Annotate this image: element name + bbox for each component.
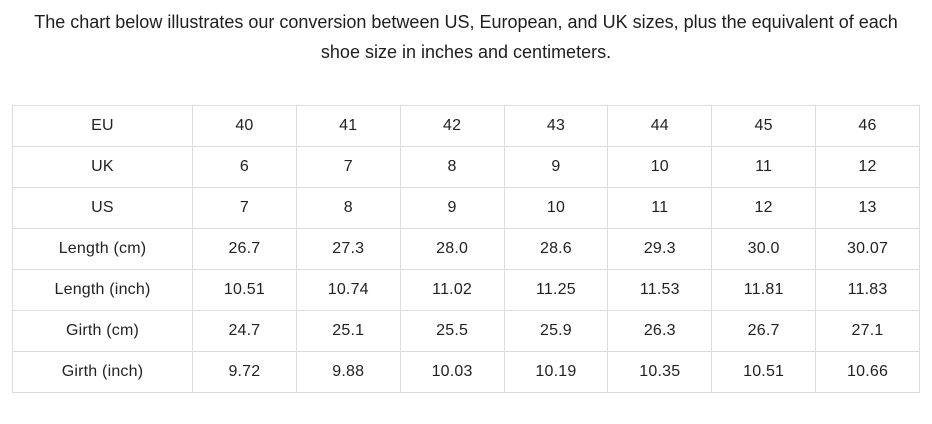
value-cell: 27.1	[815, 310, 920, 352]
value-cell: 13	[815, 187, 920, 229]
value-cell: 12	[711, 187, 817, 229]
value-cell: 10.51	[192, 269, 297, 311]
value-cell: 10.35	[607, 351, 713, 393]
value-cell: 28.0	[399, 228, 505, 270]
value-cell: 12	[815, 146, 920, 188]
value-cell: 10	[607, 146, 713, 188]
table-container: EU 40 41 42 43 44 45 46 UK 6 7 8 9 10 11 12 US 7 8 9 10 11 12 1…	[12, 105, 920, 393]
value-cell: 11.83	[815, 269, 920, 311]
value-cell: 24.7	[192, 310, 297, 352]
value-cell: 26.3	[607, 310, 713, 352]
table-row: Girth (cm) 24.7 25.1 25.5 25.9 26.3 26.7 27.1	[12, 310, 920, 352]
table-row: Length (cm) 26.7 27.3 28.0 28.6 29.3 30.0 30.07	[12, 228, 920, 270]
value-cell: 10.66	[815, 351, 920, 393]
size-table-body: EU 40 41 42 43 44 45 46 UK 6 7 8 9 10 11 12 US 7 8 9 10 11 12 1…	[12, 105, 920, 393]
value-cell: 8	[295, 187, 401, 229]
row-label-cell: UK	[12, 146, 193, 188]
value-cell: 10	[503, 187, 609, 229]
value-cell: 10.74	[295, 269, 401, 311]
row-label-cell: EU	[12, 105, 193, 147]
value-cell: 7	[192, 187, 297, 229]
row-label-cell: Length (inch)	[12, 269, 193, 311]
value-cell: 8	[399, 146, 505, 188]
value-cell: 30.07	[815, 228, 920, 270]
table-row: UK 6 7 8 9 10 11 12	[12, 146, 920, 188]
row-label-cell: Girth (cm)	[12, 310, 193, 352]
value-cell: 40	[192, 105, 297, 147]
value-cell: 26.7	[711, 310, 817, 352]
table-row: Girth (inch) 9.72 9.88 10.03 10.19 10.35 10.51…	[12, 351, 920, 393]
intro-text: The chart below illustrates our conversi…	[34, 12, 898, 62]
table-row: EU 40 41 42 43 44 45 46	[12, 105, 920, 147]
value-cell: 6	[192, 146, 297, 188]
value-cell: 9	[503, 146, 609, 188]
value-cell: 11.53	[607, 269, 713, 311]
value-cell: 11	[711, 146, 817, 188]
value-cell: 11.25	[503, 269, 609, 311]
table-row: Length (inch) 10.51 10.74 11.02 11.25 11.53 11…	[12, 269, 920, 311]
value-cell: 41	[295, 105, 401, 147]
value-cell: 46	[815, 105, 920, 147]
value-cell: 10.19	[503, 351, 609, 393]
value-cell: 25.5	[399, 310, 505, 352]
value-cell: 10.03	[399, 351, 505, 393]
value-cell: 7	[295, 146, 401, 188]
value-cell: 27.3	[295, 228, 401, 270]
value-cell: 44	[607, 105, 713, 147]
value-cell: 11.02	[399, 269, 505, 311]
value-cell: 26.7	[192, 228, 297, 270]
value-cell: 11	[607, 187, 713, 229]
value-cell: 9	[399, 187, 505, 229]
table-row: US 7 8 9 10 11 12 13	[12, 187, 920, 229]
row-label-cell: Length (cm)	[12, 228, 193, 270]
row-label-cell: Girth (inch)	[12, 351, 193, 393]
value-cell: 9.72	[192, 351, 297, 393]
value-cell: 30.0	[711, 228, 817, 270]
row-label-cell: US	[12, 187, 193, 229]
value-cell: 43	[503, 105, 609, 147]
value-cell: 11.81	[711, 269, 817, 311]
value-cell: 42	[399, 105, 505, 147]
size-conversion-table: EU 40 41 42 43 44 45 46 UK 6 7 8 9 10 11 12 US 7 8 9 10 11 12 1…	[12, 105, 920, 393]
value-cell: 9.88	[295, 351, 401, 393]
value-cell: 45	[711, 105, 817, 147]
value-cell: 25.9	[503, 310, 609, 352]
value-cell: 10.51	[711, 351, 817, 393]
value-cell: 28.6	[503, 228, 609, 270]
value-cell: 25.1	[295, 310, 401, 352]
value-cell: 29.3	[607, 228, 713, 270]
